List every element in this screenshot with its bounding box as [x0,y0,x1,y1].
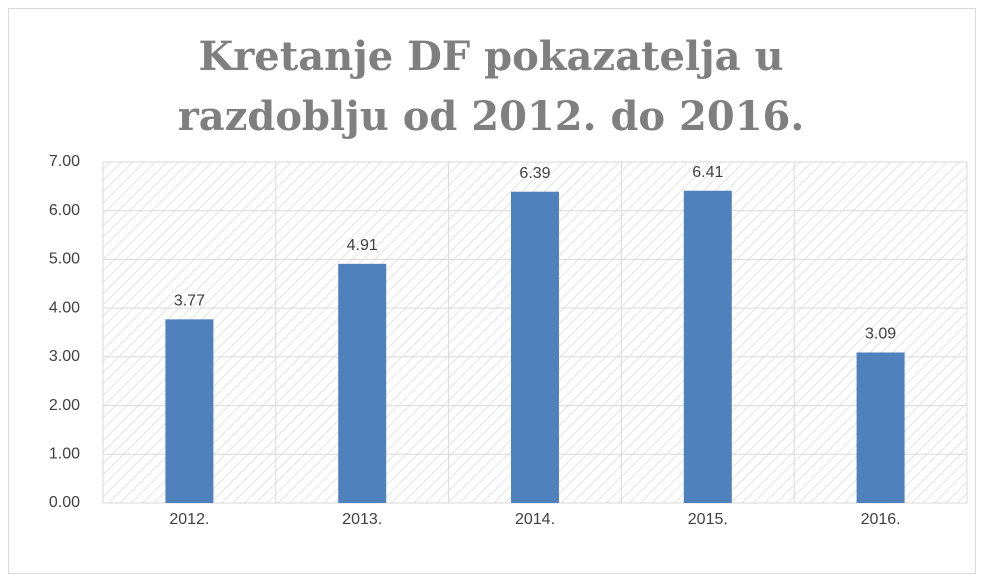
y-tick-label: 3.00 [49,348,80,365]
y-tick-label: 2.00 [49,397,80,414]
bar [165,319,214,503]
x-tick-label: 2014. [515,511,555,528]
data-label: 4.91 [347,237,378,254]
x-tick-label: 2012. [169,511,209,528]
y-tick-label: 0.00 [49,494,80,511]
y-tick-label: 6.00 [49,202,80,219]
y-tick-label: 4.00 [49,299,80,316]
y-tick-label: 5.00 [49,251,80,268]
y-tick-label: 1.00 [49,446,80,463]
y-tick-label: 7.00 [49,153,80,170]
x-tick-label: 2013. [342,511,382,528]
data-label: 6.39 [519,165,550,182]
data-label: 3.09 [865,326,896,343]
data-label: 6.41 [692,164,723,181]
bar [856,352,905,503]
bar [338,263,387,503]
chart-title: Kretanje DF pokazatelja u razdoblju od 2… [177,33,805,140]
bar [683,190,732,503]
bar [511,191,559,504]
x-tick-label: 2016. [861,511,901,528]
data-label: 3.77 [174,293,205,310]
x-tick-label: 2015. [688,511,728,528]
chart-frame [8,8,976,574]
